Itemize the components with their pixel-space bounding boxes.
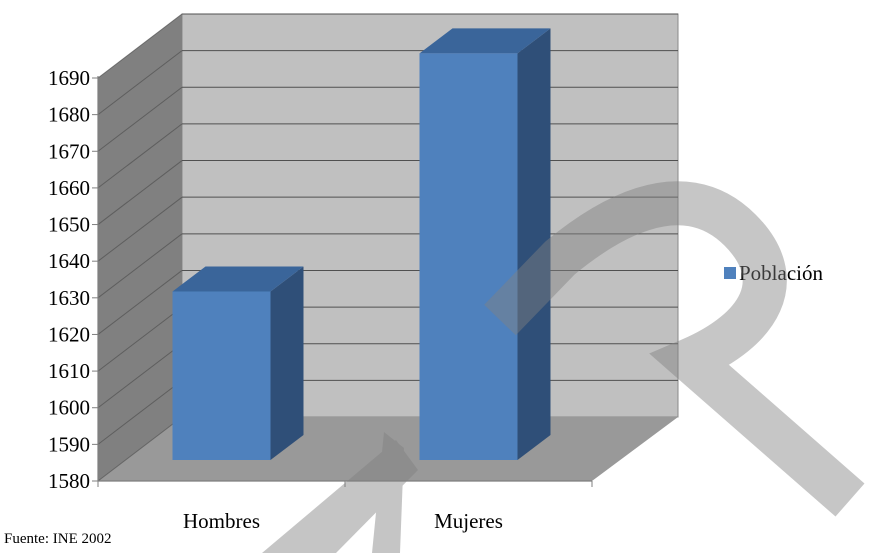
y-tick-label: 1600 [48, 396, 90, 420]
x-tick-label: Mujeres [434, 509, 503, 533]
gridline-side [97, 306, 183, 372]
y-tick-label: 1660 [48, 176, 90, 200]
watermark-stroke-tail [372, 432, 404, 553]
legend-swatch [724, 267, 736, 279]
bar-top-face [419, 28, 551, 54]
gridline-side [97, 50, 183, 116]
y-tick-label: 1580 [48, 469, 90, 493]
bars [172, 28, 551, 460]
gridline-side [97, 13, 183, 79]
y-tick-labels: 1580 1590 1600 1610 1620 1630 1640 1650 1660 1670… [48, 66, 90, 493]
y-tick-label: 1650 [48, 213, 90, 237]
y-tick-label: 1670 [48, 139, 90, 163]
bar-hombres [172, 266, 304, 460]
y-tick-label: 1680 [48, 103, 90, 127]
watermark-logo [262, 181, 865, 553]
bar-front-face [419, 53, 518, 460]
bar-top-face [172, 266, 304, 292]
gridline-side [97, 343, 183, 409]
bar-side-face [517, 28, 551, 460]
x-tick-labels: Hombres Mujeres [183, 509, 503, 533]
source-note: Fuente: INE 2002 [4, 531, 112, 547]
bar-mujeres [419, 28, 551, 460]
y-tick-label: 1620 [48, 322, 90, 346]
y-tick-label: 1590 [48, 432, 90, 456]
legend: Población [724, 261, 823, 285]
axes [92, 76, 593, 487]
y-tick-label: 1610 [48, 359, 90, 383]
gridline-side [97, 160, 183, 225]
gridline-side [97, 196, 183, 262]
y-tick-label: 1690 [48, 66, 90, 90]
gridline-side [97, 233, 183, 299]
bar-front-face [172, 291, 271, 460]
gridline-side [97, 379, 183, 445]
bar-side-face [270, 266, 304, 460]
watermark-stroke-diagonal [262, 440, 418, 553]
gridline-side [97, 123, 183, 189]
gridline-side [97, 416, 183, 482]
gridline-side [97, 86, 183, 152]
y-tick-label: 1630 [48, 286, 90, 310]
gridline-side [97, 270, 183, 335]
legend-label: Población [739, 261, 823, 285]
side-wall [98, 14, 182, 481]
x-tick-label: Hombres [183, 509, 260, 533]
y-tick-label: 1640 [48, 249, 90, 273]
watermark-stroke-main [484, 181, 865, 517]
